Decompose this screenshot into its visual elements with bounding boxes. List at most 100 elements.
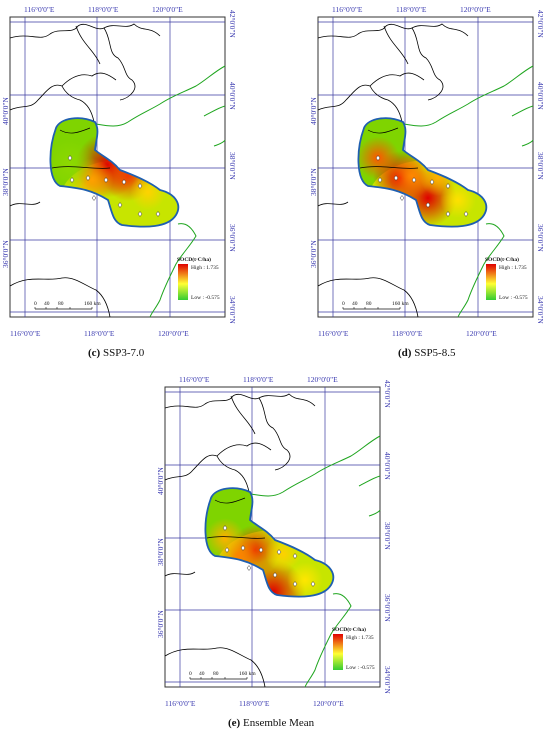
lat-label-right-4: 36°0'0"N xyxy=(383,594,392,622)
lat-label-right-3: 38°0'0"N xyxy=(536,152,545,180)
sample-site-marker xyxy=(67,155,73,161)
sample-site-marker xyxy=(137,211,143,217)
lat-label-right-4: 36°0'0"N xyxy=(228,224,237,252)
province-boundary xyxy=(9,277,111,318)
province-boundary xyxy=(230,395,256,435)
region-internal-boundary xyxy=(214,497,246,504)
map-svg-d: 116°0'0"E 118°0'0"E 120°0'0"E 116°0'0"E … xyxy=(309,5,545,338)
sample-site-marker xyxy=(121,179,127,185)
lat-labels: 42°0'0"N 40°0'0"N 40°0'0"N 38°0'0"N 38°0… xyxy=(1,10,237,324)
legend-low: Low : -0.575 xyxy=(191,295,220,301)
lat-labels: 42°0'0"N 40°0'0"N 40°0'0"N 38°0'0"N 38°0… xyxy=(309,10,545,324)
coastline xyxy=(511,105,534,117)
map-svg-e: 116°0'0"E 118°0'0"E 120°0'0"E 116°0'0"E … xyxy=(156,375,392,708)
legend: SOCD(t·C/ha) High : 1.735 Low : -0.575 xyxy=(332,626,375,671)
caption-letter: (e) xyxy=(228,717,241,729)
province-boundary xyxy=(317,277,419,318)
caption-text: SSP3-7.0 xyxy=(102,347,145,359)
scale-tick-80: 80 xyxy=(366,301,372,307)
sample-site-marker xyxy=(445,183,451,189)
coastline xyxy=(358,475,381,487)
lon-label-top-1: 116°0'0"E xyxy=(24,5,55,14)
coastline xyxy=(304,593,352,688)
province-boundary xyxy=(164,647,266,688)
scale-tick-40: 40 xyxy=(44,301,50,307)
legend-low: Low : -0.575 xyxy=(499,295,528,301)
lon-label-bottom-2: 118°0'0"E xyxy=(392,329,423,338)
sample-site-marker xyxy=(310,581,316,587)
lon-label-bottom-2: 118°0'0"E xyxy=(84,329,115,338)
sample-site-marker xyxy=(272,572,278,578)
sample-site-marker xyxy=(292,553,298,559)
region-internal-boundary xyxy=(359,166,419,169)
sample-site-marker xyxy=(393,175,399,181)
lon-label-top-3: 120°0'0"E xyxy=(307,375,338,384)
lat-label-left-2: 40°0'0"N xyxy=(309,97,318,125)
coastline xyxy=(368,509,381,517)
province-boundary xyxy=(75,25,101,65)
lat-label-right-2: 40°0'0"N xyxy=(383,452,392,480)
lat-label-left-3: 38°0'0"N xyxy=(309,168,318,196)
caption-letter: (d) xyxy=(398,347,412,359)
legend-title: SOCD(t·C/ha) xyxy=(177,256,211,263)
heatmap-hotspot xyxy=(50,139,96,191)
region-internal-boundary xyxy=(206,536,266,539)
sample-site-marker xyxy=(463,211,469,217)
sample-site-marker xyxy=(155,211,161,217)
scale-bar: 0 40 80 160 km xyxy=(189,671,256,677)
scale-bar: 0 40 80 160 km xyxy=(342,301,409,307)
sample-site-marker xyxy=(137,183,143,189)
lon-labels: 116°0'0"E 118°0'0"E 120°0'0"E 116°0'0"E … xyxy=(165,375,344,708)
scale-tick-40: 40 xyxy=(352,301,358,307)
region-internal-boundary xyxy=(59,127,91,134)
coastline xyxy=(250,435,381,497)
sample-site-marker xyxy=(399,195,405,201)
caption-d: (d) SSP5-8.5 xyxy=(398,347,455,359)
caption-text: SSP5-8.5 xyxy=(414,347,456,359)
lon-label-bottom-1: 116°0'0"E xyxy=(10,329,41,338)
scale-bar: 0 40 80 160 km xyxy=(34,301,101,307)
legend-high: High : 1.735 xyxy=(499,265,527,271)
legend: SOCD(t·C/ha) High : 1.735 Low : -0.575 xyxy=(485,256,528,301)
lon-label-top-2: 118°0'0"E xyxy=(396,5,427,14)
sample-site-marker xyxy=(425,202,431,208)
lon-label-top-3: 120°0'0"E xyxy=(460,5,491,14)
lat-label-right-2: 40°0'0"N xyxy=(228,82,237,110)
sample-site-marker xyxy=(69,177,75,183)
scale-bar-graphic xyxy=(342,307,401,310)
sample-site-marker xyxy=(85,175,91,181)
lon-label-bottom-3: 120°0'0"E xyxy=(466,329,497,338)
scale-tick-80: 80 xyxy=(58,301,64,307)
lon-label-bottom-1: 116°0'0"E xyxy=(165,699,196,708)
lat-label-right-1: 42°0'0"N xyxy=(383,380,392,408)
coastline xyxy=(521,139,534,147)
sample-site-marker xyxy=(445,211,451,217)
lat-label-right-5: 34°0'0"N xyxy=(383,666,392,694)
coastline xyxy=(95,65,226,127)
map-body xyxy=(9,16,226,318)
scale-tick-160: 160 km xyxy=(392,301,409,307)
legend-ramp xyxy=(333,634,343,670)
lon-label-top-2: 118°0'0"E xyxy=(88,5,119,14)
map-body xyxy=(317,16,534,318)
legend-ramp xyxy=(486,264,496,300)
province-boundary xyxy=(9,201,41,207)
legend-high: High : 1.735 xyxy=(346,635,374,641)
sample-site-marker xyxy=(224,547,230,553)
scale-tick-40: 40 xyxy=(199,671,205,677)
sample-site-marker xyxy=(246,565,252,571)
scale-tick-160: 160 km xyxy=(239,671,256,677)
legend-low: Low : -0.575 xyxy=(346,665,375,671)
region-internal-boundary xyxy=(51,166,111,169)
region-internal-boundary xyxy=(367,127,399,134)
lat-label-right-1: 42°0'0"N xyxy=(228,10,237,38)
study-region-outline xyxy=(204,487,335,598)
lon-label-bottom-2: 118°0'0"E xyxy=(239,699,270,708)
lon-label-top-1: 116°0'0"E xyxy=(179,375,210,384)
sample-site-marker xyxy=(222,525,228,531)
lon-label-top-1: 116°0'0"E xyxy=(332,5,363,14)
sample-site-marker xyxy=(103,177,109,183)
lat-label-right-4: 36°0'0"N xyxy=(536,224,545,252)
lon-label-top-2: 118°0'0"E xyxy=(243,375,274,384)
province-boundary xyxy=(317,201,349,207)
